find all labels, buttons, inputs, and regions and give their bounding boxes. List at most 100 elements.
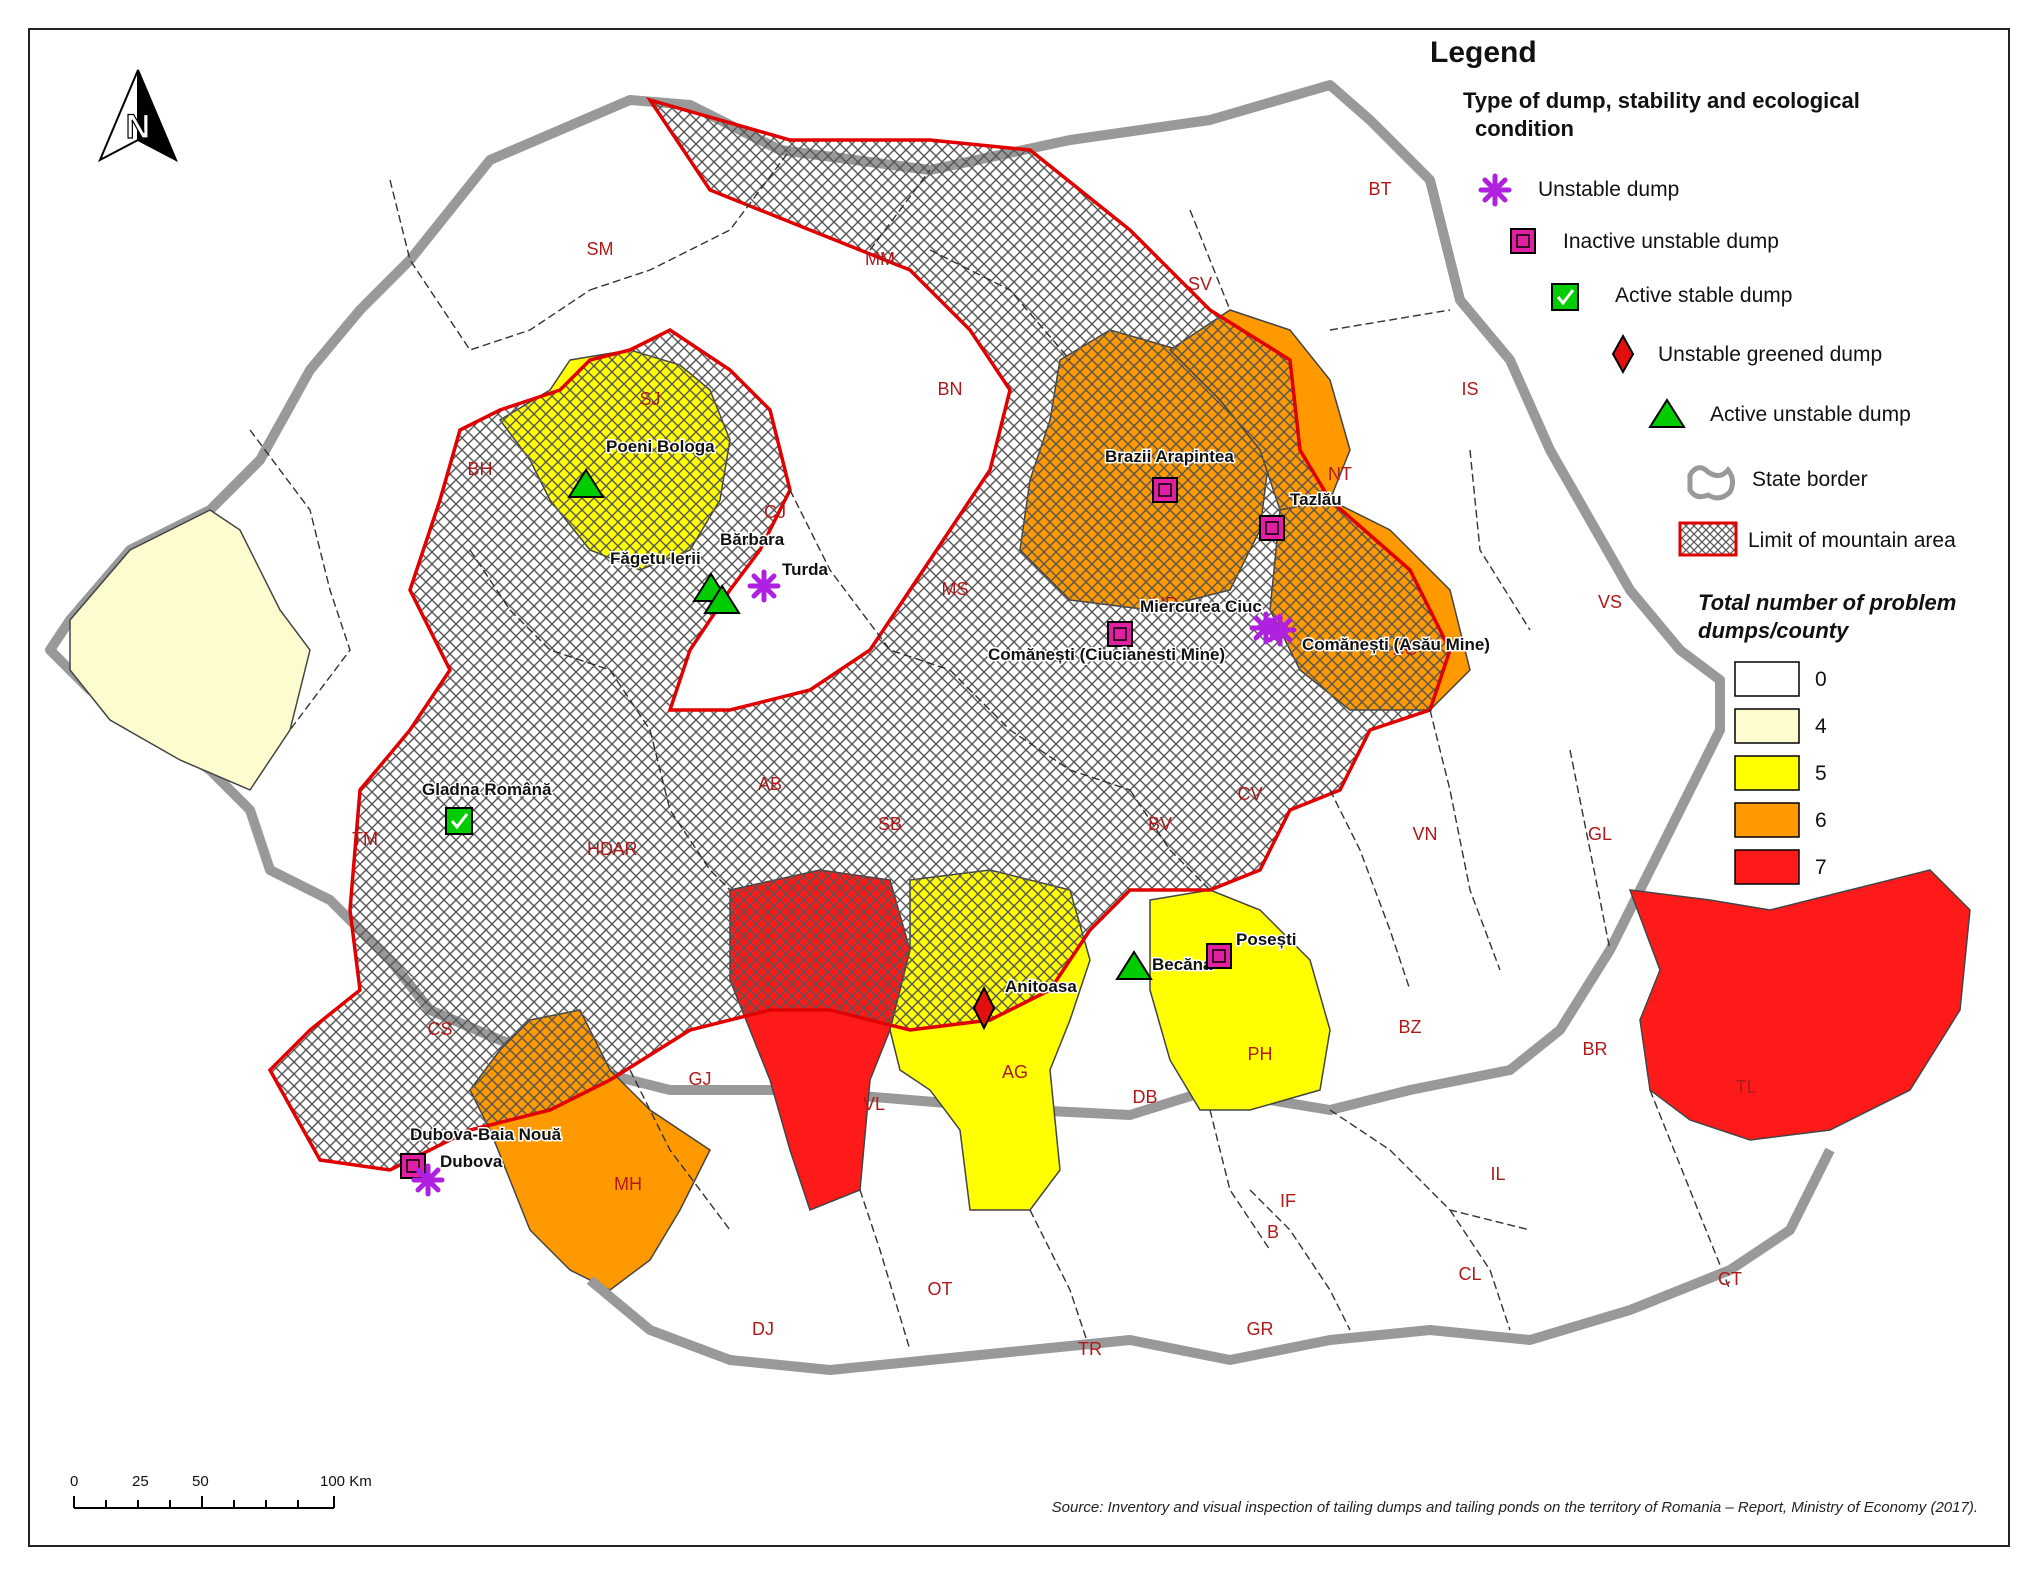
site-label-fagetu-ierii: Făgetu Ierii	[610, 549, 701, 568]
county-PH	[1149, 889, 1331, 1111]
county-label-CV: CV	[1237, 784, 1262, 804]
county-label-AB: AB	[758, 774, 782, 794]
county-label-GL: GL	[1588, 824, 1612, 844]
county-label-CT: CT	[1718, 1269, 1742, 1289]
site-label-poeni-bologa: Poeni Bologa	[606, 437, 715, 456]
mountain-hatch-icon	[1678, 521, 1738, 557]
svg-text:5: 5	[1815, 762, 1827, 785]
site-label-posesti: Posești	[1236, 930, 1296, 949]
svg-text:0: 0	[1815, 668, 1827, 691]
legend-item-inactive-unstable-dump: Inactive unstable dump	[1510, 228, 1779, 254]
svg-text:Unstable greened dump: Unstable greened dump	[1658, 343, 1882, 366]
magenta-square-icon	[1152, 477, 1178, 503]
legend-title: Legend	[1430, 36, 1537, 69]
svg-text:Limit of mountain area: Limit of mountain area	[1748, 529, 1956, 552]
green-check-icon	[445, 807, 473, 835]
county-label-BT: BT	[1368, 179, 1391, 199]
county-label-OT: OT	[928, 1279, 953, 1299]
site-label-anitoasa: Anitoasa	[1005, 977, 1077, 996]
legend-class-4: 4	[1734, 708, 1827, 744]
svg-text:25: 25	[132, 1473, 149, 1490]
legend-class-0: 0	[1734, 661, 1827, 697]
legend-item-unstable-greened-dump: Unstable greened dump	[1611, 333, 1882, 375]
svg-text:7: 7	[1815, 856, 1827, 879]
legend-type-title-line2: condition	[1475, 116, 1574, 141]
county-label-VN: VN	[1412, 824, 1437, 844]
red-diamond-icon	[1611, 333, 1635, 375]
svg-text:4: 4	[1815, 715, 1827, 738]
county-label-MH: MH	[614, 1174, 642, 1194]
magenta-square-icon	[1510, 228, 1536, 254]
site-label-dubova-baia-noua: Dubova-Baia Nouă	[410, 1125, 562, 1144]
svg-text:Unstable dump: Unstable dump	[1538, 178, 1679, 201]
map-frame: SM MM SV BT IS SJ BN BH CJ MS HR NT BC V…	[28, 28, 2010, 1547]
county-label-IL: IL	[1490, 1164, 1505, 1184]
red-diamond-icon	[972, 985, 996, 1031]
scale-bar: 0 25 50 100 Km	[70, 1473, 372, 1509]
county-label-GR: GR	[1247, 1319, 1274, 1339]
legend: Legend Type of dump, stability and ecolo…	[1430, 36, 1956, 885]
county-label-HD: HD	[587, 839, 613, 859]
county-label-CL: CL	[1458, 1264, 1481, 1284]
purple-asterisk-icon	[1263, 613, 1297, 647]
county-label-TM: TM	[352, 829, 378, 849]
county-label-BN: BN	[937, 379, 962, 399]
county-label-VS: VS	[1598, 592, 1622, 612]
county-label-SB: SB	[878, 814, 902, 834]
green-triangle-icon	[567, 468, 605, 498]
svg-text:State border: State border	[1752, 468, 1868, 491]
magenta-square-icon	[1206, 943, 1232, 969]
legend-item-active-stable-dump: Active stable dump	[1551, 283, 1792, 311]
site-label-comanesti-ciucianesti: Comănești (Ciucianesti Mine)	[988, 645, 1225, 664]
green-triangle-icon	[1648, 398, 1686, 428]
county-label-SM: SM	[587, 239, 614, 259]
legend-count-title-line2: dumps/county	[1698, 618, 1850, 643]
legend-class-7: 7	[1734, 849, 1827, 885]
county-label-SV: SV	[1188, 274, 1212, 294]
county-label-BV: BV	[1148, 814, 1172, 834]
svg-text:Active unstable dump: Active unstable dump	[1710, 403, 1911, 426]
romania-map: SM MM SV BT IS SJ BN BH CJ MS HR NT BC V…	[45, 36, 1978, 1516]
county-label-DB: DB	[1132, 1087, 1157, 1107]
purple-asterisk-icon	[1478, 173, 1512, 207]
county-label-BR: BR	[1582, 1039, 1607, 1059]
county-label-TR: TR	[1078, 1339, 1102, 1359]
site-label-gladna-romana: Gladna Română	[422, 780, 552, 799]
purple-asterisk-icon	[411, 1163, 445, 1197]
county-label-GJ: GJ	[688, 1069, 711, 1089]
legend-count-title-line1: Total number of problem	[1698, 590, 1956, 615]
site-label-dubova: Dubova	[440, 1152, 503, 1171]
green-triangle-icon	[703, 584, 741, 614]
site-label-miercurea-ciuc: Miercurea Ciuc	[1140, 597, 1262, 616]
legend-type-title-line1: Type of dump, stability and ecological	[1463, 88, 1860, 113]
svg-text:6: 6	[1815, 809, 1827, 832]
green-check-icon	[1551, 283, 1579, 311]
source-note: Source: Inventory and visual inspection …	[1052, 1499, 1978, 1516]
green-triangle-icon	[1115, 950, 1153, 980]
legend-item-state-border: State border	[1687, 465, 1868, 501]
site-label-turda: Turda	[782, 560, 829, 579]
county-label-SJ: SJ	[639, 389, 660, 409]
site-label-comanesti-asau: Comănești (Asău Mine)	[1302, 635, 1490, 654]
magenta-square-icon	[1107, 621, 1133, 647]
county-label-IS: IS	[1461, 379, 1478, 399]
north-arrow-icon: N	[97, 69, 179, 163]
legend-class-6: 6	[1734, 802, 1827, 838]
dump-sites: Poeni Bologa Făgetu Ierii Bărbara Turda …	[400, 436, 1491, 1197]
svg-text:Active stable dump: Active stable dump	[1615, 284, 1792, 307]
site-label-barbara: Bărbara	[720, 530, 785, 549]
magenta-square-icon	[1259, 515, 1285, 541]
legend-item-unstable-dump: Unstable dump	[1478, 173, 1679, 207]
county-label-TL: TL	[1735, 1077, 1756, 1097]
county-label-DJ: DJ	[752, 1319, 774, 1339]
county-TL	[1628, 869, 1971, 1141]
legend-item-mountain-area: Limit of mountain area	[1678, 521, 1956, 557]
county-label-BC: BC	[1392, 639, 1417, 659]
svg-text:Inactive unstable dump: Inactive unstable dump	[1563, 230, 1779, 253]
county-label-AG: AG	[1002, 1062, 1028, 1082]
romania-south-border	[586, 1147, 1835, 1375]
county-label-B: B	[1267, 1222, 1279, 1242]
county-label-HR: HR	[1152, 594, 1178, 614]
site-label-becana: Becăna	[1152, 955, 1213, 974]
state-border-icon	[1687, 465, 1736, 501]
